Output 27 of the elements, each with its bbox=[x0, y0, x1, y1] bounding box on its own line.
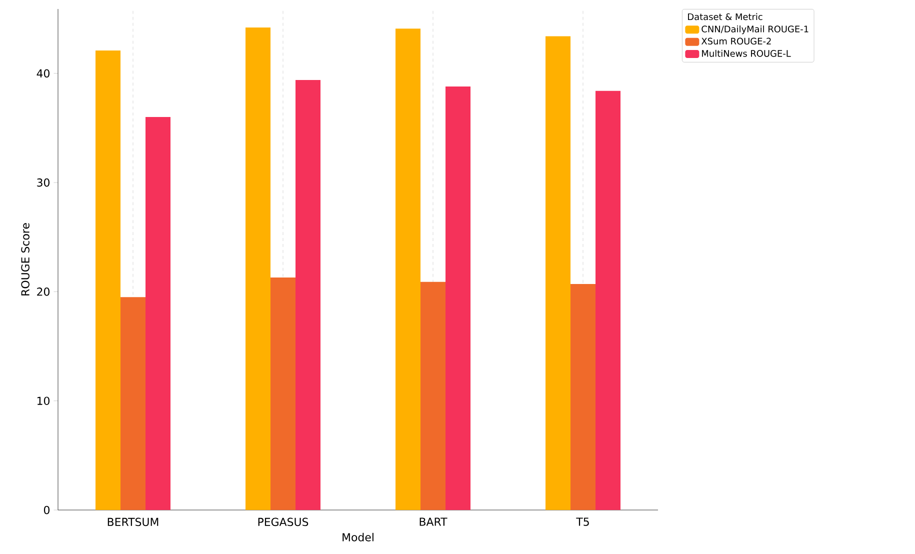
bar bbox=[146, 117, 170, 510]
y-tick-label: 30 bbox=[37, 178, 50, 187]
bar bbox=[596, 90, 621, 510]
legend-label: XSum ROUGE-2 bbox=[701, 38, 771, 45]
bar bbox=[246, 28, 270, 510]
bar bbox=[396, 28, 420, 510]
x-tick-label: BERTSUM bbox=[108, 518, 158, 526]
bar bbox=[96, 50, 120, 510]
y-tick-label: 0 bbox=[44, 506, 50, 514]
bar bbox=[546, 36, 571, 510]
legend-label: CNN/DailyMail ROUGE-1 bbox=[702, 25, 808, 34]
x-tick-label: PEGASUS bbox=[258, 518, 308, 526]
y-axis-title: ROUGE Score bbox=[21, 223, 30, 296]
bar bbox=[270, 278, 296, 510]
bar bbox=[296, 80, 320, 510]
legend-title: Dataset & Metric bbox=[688, 13, 762, 20]
legend-label: MultiNews ROUGE-L bbox=[702, 50, 791, 57]
bar bbox=[446, 86, 471, 510]
bar bbox=[420, 282, 446, 510]
y-tick-label: 10 bbox=[37, 396, 50, 405]
bar bbox=[570, 284, 596, 510]
x-tick-label: BART bbox=[420, 518, 448, 526]
bar bbox=[120, 297, 146, 510]
x-axis-title: Model bbox=[342, 532, 374, 542]
y-tick-label: 20 bbox=[37, 288, 50, 296]
x-tick-label: T5 bbox=[576, 518, 589, 526]
y-tick-label: 40 bbox=[36, 69, 50, 78]
